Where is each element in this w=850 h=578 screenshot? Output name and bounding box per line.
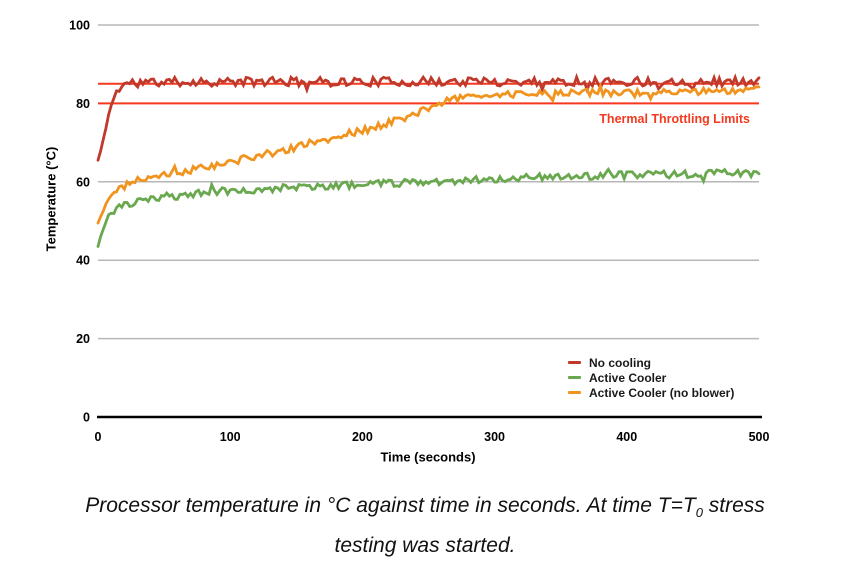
legend-label: No cooling — [589, 355, 651, 370]
caption-text-3: testing was started. — [334, 534, 516, 558]
series-curve-active-cooler-no-blower — [96, 81, 761, 225]
caption-subscript: 0 — [695, 505, 703, 521]
x-tick-label-200: 200 — [352, 430, 373, 444]
y-tick-label-80: 80 — [76, 97, 90, 111]
x-tick-label-500: 500 — [749, 430, 770, 444]
legend-item-no-cooling: No cooling — [568, 355, 734, 370]
caption-text-2: stress — [702, 494, 765, 517]
y-tick-label-40: 40 — [76, 254, 90, 268]
legend-swatch-active-cooler-no-blower — [568, 391, 581, 394]
x-tick-label-100: 100 — [220, 430, 241, 444]
series-curve-no-cooling — [96, 72, 761, 162]
y-tick-label-60: 60 — [76, 175, 90, 189]
caption-text-1: Processor temperature in °C against time… — [85, 494, 696, 517]
legend-label: Active Cooler (no blower) — [589, 385, 735, 400]
y-tick-label-20: 20 — [76, 332, 90, 346]
legend-swatch-active-cooler — [568, 376, 581, 379]
x-axis-title: Time (seconds) — [380, 449, 476, 465]
x-tick-label-300: 300 — [484, 430, 505, 444]
y-tick-label-100: 100 — [69, 19, 90, 33]
legend-label: Active Cooler — [589, 370, 667, 385]
temperature-chart: 0 20 40 60 80 100 0 100 200 300 400 500 Temperature… — [43, 19, 770, 465]
figure-caption: Processor temperature in °C against time… — [0, 489, 850, 562]
y-axis-title: Temperature (°C) — [43, 146, 59, 252]
legend-item-active-cooler-no-blower: Active Cooler (no blower) — [568, 385, 734, 400]
legend: No cooling Active Cooler Active Cooler (no… — [568, 355, 734, 400]
legend-item-active-cooler: Active Cooler — [568, 370, 734, 385]
x-tick-label-0: 0 — [95, 430, 102, 444]
legend-swatch-no-cooling — [568, 361, 581, 364]
plot-area: 0 20 40 60 80 100 0 100 200 300 400 500 — [69, 19, 770, 445]
series-curve-active-cooler — [96, 166, 761, 248]
y-tick-label-0: 0 — [83, 411, 90, 425]
thermal-throttling-label: Thermal Throttling Limits — [599, 112, 750, 126]
x-tick-label-400: 400 — [616, 430, 637, 444]
